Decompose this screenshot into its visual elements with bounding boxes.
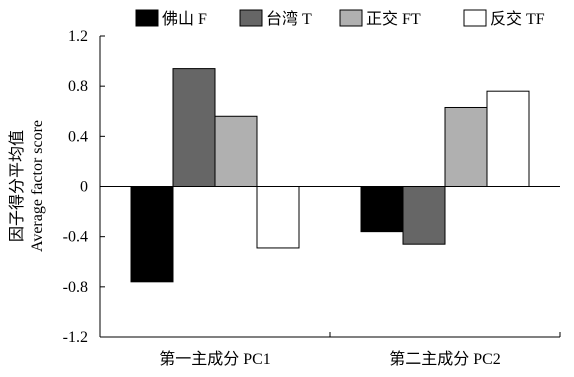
y-tick-label: 1.2 [68, 28, 88, 45]
legend-swatch [135, 9, 159, 27]
y-tick-label: 0.8 [68, 78, 88, 95]
legend-label: 佛山 F [162, 10, 207, 28]
y-tick-label: -1.2 [63, 329, 88, 346]
y-tick-label: 0 [80, 179, 88, 196]
bar [486, 90, 530, 187]
bar [402, 186, 446, 245]
bar [130, 186, 174, 283]
legend-label: 反交 TF [490, 10, 545, 28]
bar [444, 106, 488, 187]
legend-swatch [463, 9, 487, 27]
y-tick-label: -0.8 [63, 279, 88, 296]
x-tick-label: 第二主成分 PC2 [389, 350, 501, 368]
y-tick-label: 0.4 [68, 128, 88, 145]
bar [172, 68, 216, 187]
bar [360, 186, 404, 233]
legend-swatch [239, 9, 263, 27]
legend-label: 正交 FT [366, 10, 421, 28]
y-tick-label: -0.4 [63, 229, 88, 246]
legend-label: 台湾 T [266, 10, 312, 28]
bar [256, 186, 300, 249]
y-axis-label: 因子得分平均值 [8, 130, 26, 242]
y-axis-label: Average factor score [29, 120, 46, 252]
bar [214, 115, 258, 187]
x-tick-label: 第一主成分 PC1 [159, 350, 271, 368]
legend-swatch [339, 9, 363, 27]
